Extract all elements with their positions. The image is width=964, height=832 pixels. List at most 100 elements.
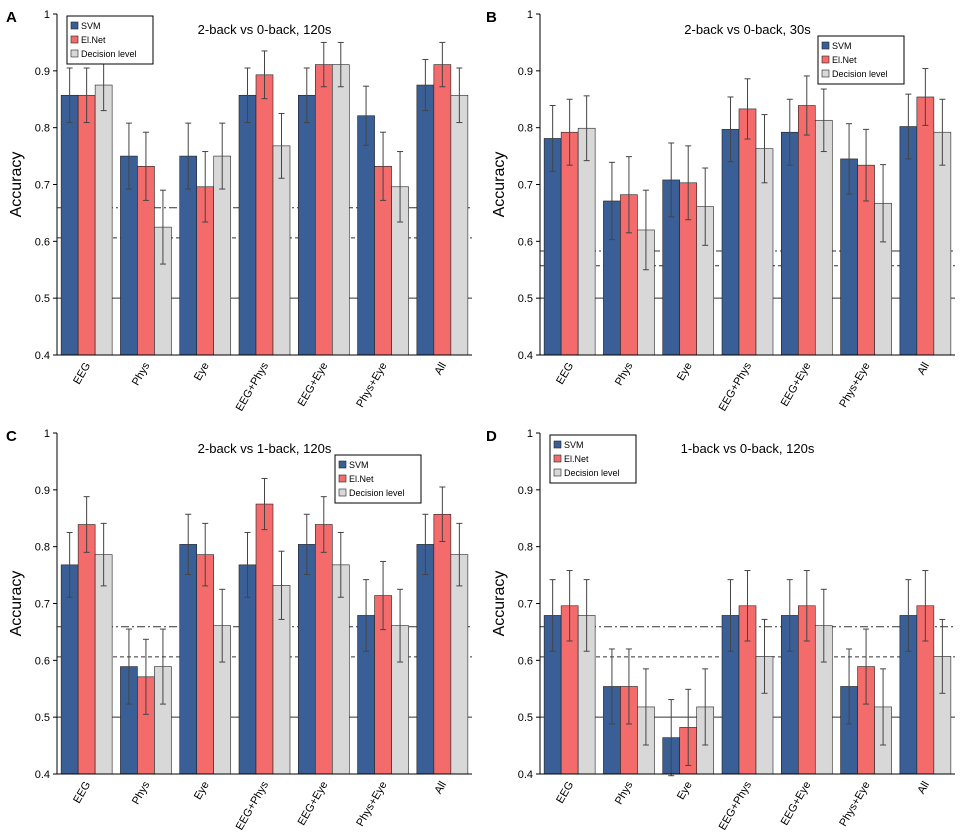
bar-el-net-eeg [77, 524, 96, 775]
bar-decision-level-all [450, 554, 469, 775]
legend-swatch [338, 488, 347, 497]
category-label: All [432, 361, 449, 378]
panel-a: A Accuracy 0.4 0.5 0.6 0.7 0.8 0.9 1 EEG Phys Eye EE… [6, 9, 472, 413]
y-axis-label: Accuracy [491, 152, 508, 218]
bar-svm-eeg [60, 94, 79, 356]
bar-el-net-eeg-eye [314, 524, 333, 775]
y-tick-label: 0.6 [35, 236, 50, 248]
category-label: Phys+Eye [354, 780, 389, 829]
category-label: Phys+Eye [837, 361, 872, 410]
category-label: All [915, 780, 932, 797]
panel-label: A [6, 9, 17, 26]
y-tick-label: 0.6 [518, 236, 533, 248]
legend: SVM El.Net Decision level [66, 15, 154, 65]
y-axis-label: Accuracy [491, 571, 508, 637]
category-label: All [915, 361, 932, 378]
category-label: Eye [192, 361, 212, 383]
legend: SVM El.Net Decision level [817, 35, 905, 85]
legend-box [66, 15, 154, 65]
y-tick-label: 0.7 [35, 599, 50, 611]
legend-label: SVM [81, 21, 101, 31]
legend-box [817, 35, 905, 85]
y-tick-label: 0.7 [35, 180, 50, 192]
y-tick-label: 0.9 [35, 66, 50, 78]
category-label: EEG+Eye [779, 780, 814, 828]
panel-c: C Accuracy 0.4 0.5 0.6 0.7 0.8 0.9 1 EEG Phys Eye EE… [6, 428, 472, 832]
bar-decision-level-all [450, 94, 469, 356]
panel-label: D [486, 428, 497, 445]
y-tick-label: 0.8 [35, 123, 50, 135]
category-label: All [432, 780, 449, 797]
panel-d: D Accuracy 0.4 0.5 0.6 0.7 0.8 0.9 1 EEG Phys Eye EE… [486, 428, 955, 832]
legend-label: SVM [349, 460, 369, 470]
bar-el-net-eeg-phys [255, 74, 274, 356]
legend-swatch [821, 69, 830, 78]
y-tick-label: 0.5 [518, 293, 533, 305]
legend-swatch [338, 460, 347, 469]
panel-label: B [486, 9, 497, 26]
legend-label: El.Net [81, 35, 106, 45]
chart-title: 2-back vs 0-back, 120s [198, 22, 332, 37]
bar-el-net-all [916, 96, 935, 356]
category-label: EEG [554, 361, 576, 387]
category-label: EEG+Phys [234, 360, 272, 413]
bar-el-net-eeg-eye [797, 105, 816, 356]
y-tick-label: 1 [527, 428, 533, 440]
category-label: Phys [613, 779, 636, 807]
bar-svm-all [899, 126, 918, 356]
panel-label: C [6, 428, 17, 445]
legend-label: SVM [564, 440, 584, 450]
category-label: Phys+Eye [837, 780, 872, 829]
legend-swatch [821, 41, 830, 50]
legend-swatch [553, 454, 562, 463]
y-tick-label: 0.5 [518, 712, 533, 724]
y-tick-label: 1 [44, 9, 50, 21]
bar-el-net-eeg-eye [314, 64, 333, 356]
bar-el-net-eeg-phys [738, 108, 757, 356]
y-tick-label: 0.8 [35, 542, 50, 554]
category-label: EEG+Eye [296, 780, 331, 828]
bar-svm-eeg-eye [297, 544, 316, 775]
category-label: EEG+Phys [717, 360, 755, 413]
y-tick-label: 0.8 [518, 542, 533, 554]
legend-swatch [338, 474, 347, 483]
legend-box [334, 454, 422, 504]
category-label: Eye [192, 780, 212, 802]
bar-svm-eeg-eye [297, 94, 316, 356]
category-label: Eye [675, 361, 695, 383]
legend-swatch [70, 35, 79, 44]
y-tick-label: 1 [44, 428, 50, 440]
bar-el-net-all [433, 513, 452, 775]
y-tick-label: 0.5 [35, 293, 50, 305]
chart-title: 2-back vs 0-back, 30s [684, 22, 811, 37]
legend-label: El.Net [564, 454, 589, 464]
category-label: EEG+Eye [296, 361, 331, 409]
y-tick-label: 0.6 [35, 655, 50, 667]
category-label: Phys [613, 360, 636, 388]
y-tick-label: 0.8 [518, 123, 533, 135]
y-tick-label: 0.5 [35, 712, 50, 724]
y-tick-label: 0.7 [518, 599, 533, 611]
category-label: EEG+Phys [717, 779, 755, 832]
y-tick-label: 0.9 [35, 485, 50, 497]
legend-label: Decision level [564, 468, 620, 478]
y-tick-label: 0.4 [35, 350, 50, 362]
category-label: Phys [130, 360, 153, 388]
y-tick-label: 0.4 [518, 769, 533, 781]
bar-decision-level-eeg [577, 127, 596, 356]
category-label: EEG [71, 780, 93, 806]
y-tick-label: 1 [527, 9, 533, 21]
bar-decision-level-eeg-eye [814, 119, 833, 356]
y-axis-label: Accuracy [8, 571, 25, 637]
category-label: EEG [71, 361, 93, 387]
bar-svm-all [416, 544, 435, 775]
y-tick-label: 0.6 [518, 655, 533, 667]
chart-title: 1-back vs 0-back, 120s [681, 441, 815, 456]
legend-label: Decision level [349, 488, 405, 498]
category-label: Phys [130, 779, 153, 807]
bar-el-net-eeg-phys [255, 503, 274, 775]
legend-swatch [70, 49, 79, 58]
legend: SVM El.Net Decision level [334, 454, 422, 504]
